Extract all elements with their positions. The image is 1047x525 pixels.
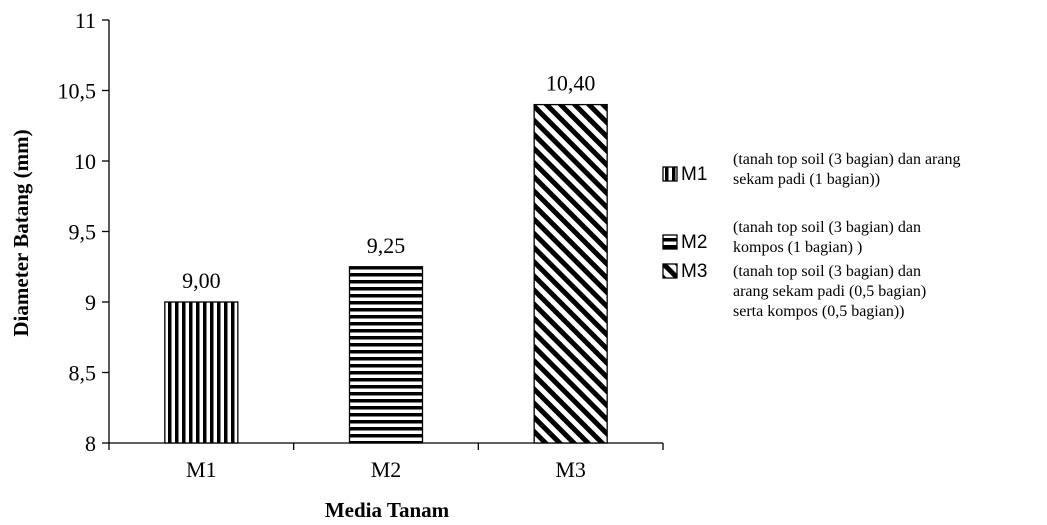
legend-code: M3 — [681, 261, 707, 282]
y-tick-label: 11 — [75, 8, 96, 33]
y-tick-label: 9 — [85, 290, 96, 315]
y-tick-label: 8 — [85, 431, 96, 456]
y-tick-label: 8,5 — [69, 361, 97, 386]
legend-description-line: (tanah top soil (3 bagian) dan — [733, 219, 921, 236]
data-label-m1: 9,00 — [182, 268, 221, 293]
legend-item-m2: M2 (tanah top soil (3 bagian) dan kompos (… — [662, 219, 921, 256]
legend-code: M1 — [681, 164, 707, 185]
bar-m1 — [164, 301, 239, 444]
legend-description-line: (tanah top soil (3 bagian) dan arang — [733, 151, 960, 168]
bar-m3 — [533, 103, 608, 444]
y-tick-label: 10,5 — [58, 79, 97, 104]
y-tick-label: 10 — [74, 149, 96, 174]
legend-item-m3: M3 (tanah top soil (3 bagian) dan arang se… — [662, 261, 926, 320]
legend-swatch — [662, 263, 678, 279]
legend-swatch — [662, 234, 678, 250]
data-labels: 9,00 9,25 10,40 — [182, 71, 595, 293]
data-label-m2: 9,25 — [367, 233, 406, 258]
x-axis-title: Media Tanam — [325, 498, 450, 522]
legend-description-line: arang sekam padi (0,5 bagian) — [733, 283, 926, 300]
legend-description-line: serta kompos (0,5 bagian)) — [733, 303, 905, 320]
legend-swatch — [662, 166, 678, 182]
bar-m2 — [348, 266, 424, 444]
data-label-m3: 10,40 — [546, 71, 596, 96]
x-axis: M1 M2 M3 — [108, 442, 664, 482]
y-axis: 8 8,5 9 9,5 10 10,5 11 — [58, 8, 110, 456]
x-tick-label: M1 — [186, 457, 217, 482]
x-tick-label: M3 — [555, 457, 586, 482]
x-tick-label: M2 — [371, 457, 402, 482]
legend-description-line: (tanah top soil (3 bagian) dan — [733, 263, 921, 280]
legend-description-line: kompos (1 bagian) ) — [733, 239, 862, 256]
legend: M1 (tanah top soil (3 bagian) dan arang se… — [662, 151, 960, 320]
y-axis-title: Diameter Batang (mm) — [9, 129, 33, 336]
y-tick-label: 9,5 — [69, 220, 97, 245]
legend-description-line: sekam padi (1 bagian)) — [733, 171, 880, 188]
legend-item-m1: M1 (tanah top soil (3 bagian) dan arang se… — [662, 151, 960, 188]
bar-series — [164, 103, 608, 444]
legend-code: M2 — [681, 232, 707, 253]
